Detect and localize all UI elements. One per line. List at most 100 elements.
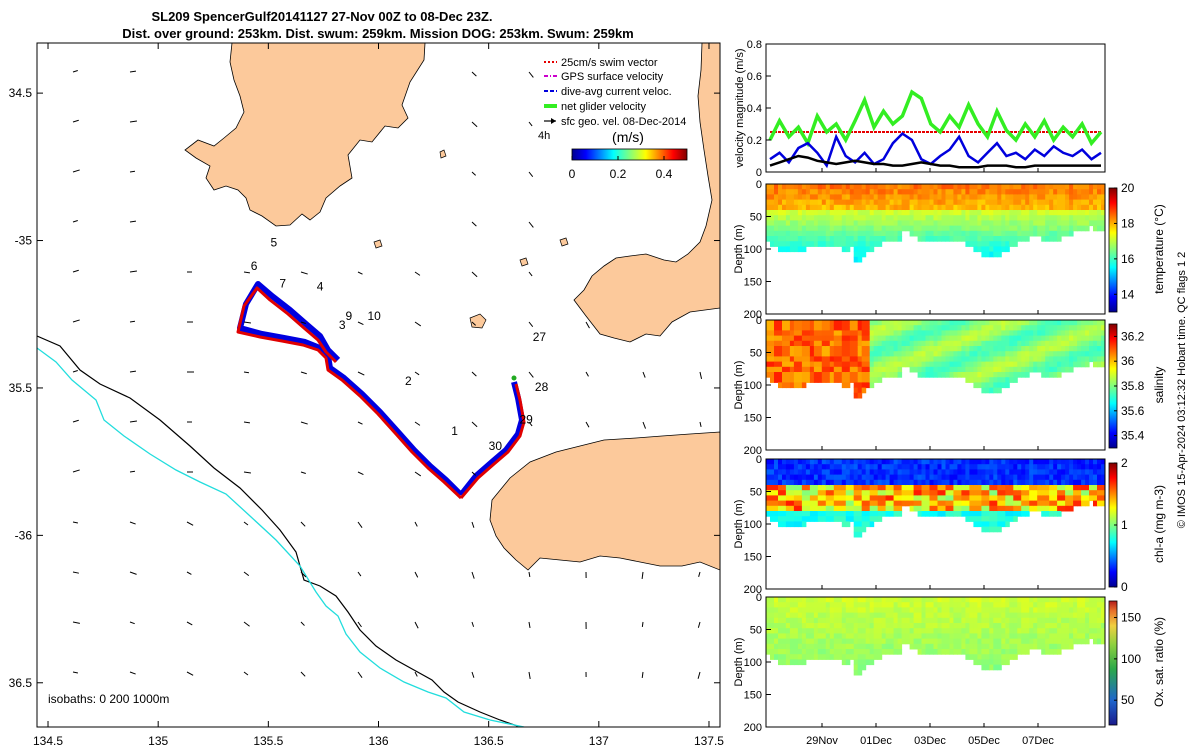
heatmap-cell bbox=[789, 597, 795, 603]
heatmap-cell bbox=[833, 485, 839, 491]
heatmap-cell bbox=[1089, 464, 1094, 470]
heatmap-cell bbox=[885, 597, 891, 603]
heatmap-cell bbox=[957, 607, 962, 614]
heatmap-cell bbox=[1081, 607, 1086, 614]
heatmap-cell bbox=[1101, 638, 1106, 645]
heatmap-cell bbox=[897, 220, 903, 227]
heatmap-cell bbox=[1021, 204, 1026, 211]
heatmap-cell bbox=[925, 628, 930, 634]
panel-colorbar-label: Ox. sat. ratio (%) bbox=[1152, 617, 1166, 707]
heatmap-cell bbox=[921, 220, 926, 227]
heatmap-cell bbox=[774, 236, 779, 242]
heatmap-cell bbox=[1013, 351, 1018, 357]
heatmap-cell bbox=[929, 361, 934, 368]
heatmap-cell bbox=[805, 204, 811, 211]
heatmap-cell bbox=[873, 366, 879, 373]
heatmap-cell bbox=[921, 623, 926, 629]
heatmap-cell bbox=[1085, 199, 1090, 206]
heatmap-cell bbox=[937, 633, 942, 640]
waypoint-label: 4 bbox=[317, 280, 324, 294]
heatmap-cell bbox=[1009, 612, 1014, 619]
heatmap-cell bbox=[782, 485, 787, 491]
sfc-arrow bbox=[129, 521, 136, 525]
heatmap-cell bbox=[833, 366, 839, 373]
heatmap-cell bbox=[865, 490, 871, 496]
heatmap-cell bbox=[782, 346, 787, 352]
heatmap-cell bbox=[778, 628, 783, 634]
heatmap-cell bbox=[953, 351, 958, 357]
heatmap-cell bbox=[1005, 623, 1010, 629]
heatmap-cell bbox=[1065, 633, 1070, 640]
heatmap-cell bbox=[1101, 623, 1106, 629]
heatmap-cell bbox=[1077, 225, 1082, 232]
heatmap-cell bbox=[813, 459, 819, 465]
heatmap-cell bbox=[1029, 189, 1034, 195]
heatmap-cell bbox=[913, 215, 919, 221]
heatmap-cell bbox=[1009, 495, 1014, 502]
heatmap-cell bbox=[1049, 464, 1054, 470]
heatmap-cell bbox=[969, 495, 974, 502]
heatmap-cell bbox=[853, 351, 859, 357]
heatmap-cell bbox=[1005, 633, 1010, 640]
heatmap-cell bbox=[1097, 479, 1102, 486]
heatmap-cell bbox=[1073, 633, 1078, 640]
heatmap-cell bbox=[785, 320, 791, 326]
heatmap-cell bbox=[789, 225, 795, 232]
heatmap-cell bbox=[1069, 597, 1074, 603]
heatmap-cell bbox=[857, 225, 863, 232]
heatmap-cell bbox=[985, 485, 990, 491]
heatmap-cell bbox=[933, 330, 938, 337]
heatmap-cell bbox=[1077, 199, 1082, 206]
heatmap-cell bbox=[869, 516, 875, 522]
heatmap-cell bbox=[813, 194, 819, 201]
heatmap-cell bbox=[953, 210, 958, 216]
heatmap-cell bbox=[917, 464, 923, 470]
heatmap-cell bbox=[969, 597, 974, 603]
heatmap-cell bbox=[1049, 210, 1054, 216]
heatmap-cell bbox=[1069, 485, 1074, 491]
heatmap-cell bbox=[845, 623, 851, 629]
heatmap-cell bbox=[801, 351, 807, 357]
heatmap-cell bbox=[981, 638, 986, 645]
heatmap-cell bbox=[1029, 210, 1034, 216]
heatmap-cell bbox=[869, 351, 875, 357]
island-small-2 bbox=[439, 149, 447, 159]
heatmap-cell bbox=[965, 351, 970, 357]
heatmap-cell bbox=[1101, 330, 1106, 337]
heatmap-cell bbox=[774, 628, 779, 634]
heatmap-cell bbox=[925, 490, 930, 496]
heatmap-cell bbox=[849, 628, 855, 634]
heatmap-cell bbox=[1013, 241, 1018, 247]
heatmap-cell bbox=[865, 623, 871, 629]
heatmap-cell bbox=[782, 459, 787, 465]
heatmap-cell bbox=[1069, 633, 1074, 640]
heatmap-cell bbox=[849, 330, 855, 337]
sfc-arrow bbox=[697, 621, 701, 628]
heatmap-cell bbox=[1013, 469, 1018, 476]
heatmap-cell bbox=[1093, 469, 1098, 476]
heatmap-cell bbox=[1021, 199, 1026, 206]
heatmap-cell bbox=[849, 654, 855, 660]
heatmap-cell bbox=[821, 361, 827, 368]
heatmap-cell bbox=[965, 366, 970, 373]
sfc-arrow bbox=[300, 271, 308, 275]
heatmap-cell bbox=[829, 464, 835, 470]
heatmap-cell bbox=[1049, 485, 1054, 491]
heatmap-cell bbox=[1097, 607, 1102, 614]
heatmap-cell bbox=[1017, 490, 1022, 496]
heatmap-cell bbox=[793, 479, 799, 486]
heatmap-cell bbox=[913, 474, 919, 481]
heatmap-cell bbox=[817, 356, 823, 363]
heatmap-cell bbox=[933, 474, 938, 481]
heatmap-cell bbox=[833, 633, 839, 640]
heatmap-cell bbox=[1057, 511, 1062, 517]
heatmap-cell bbox=[821, 643, 827, 650]
heatmap-cell bbox=[997, 485, 1002, 491]
heatmap-cell bbox=[1089, 199, 1094, 206]
heatmap-cell bbox=[869, 330, 875, 337]
heatmap-cell bbox=[1077, 361, 1082, 368]
heatmap-cell bbox=[841, 366, 847, 373]
heatmap-cell bbox=[873, 623, 879, 629]
heatmap-cell bbox=[881, 607, 887, 614]
heatmap-cell bbox=[1041, 617, 1046, 624]
